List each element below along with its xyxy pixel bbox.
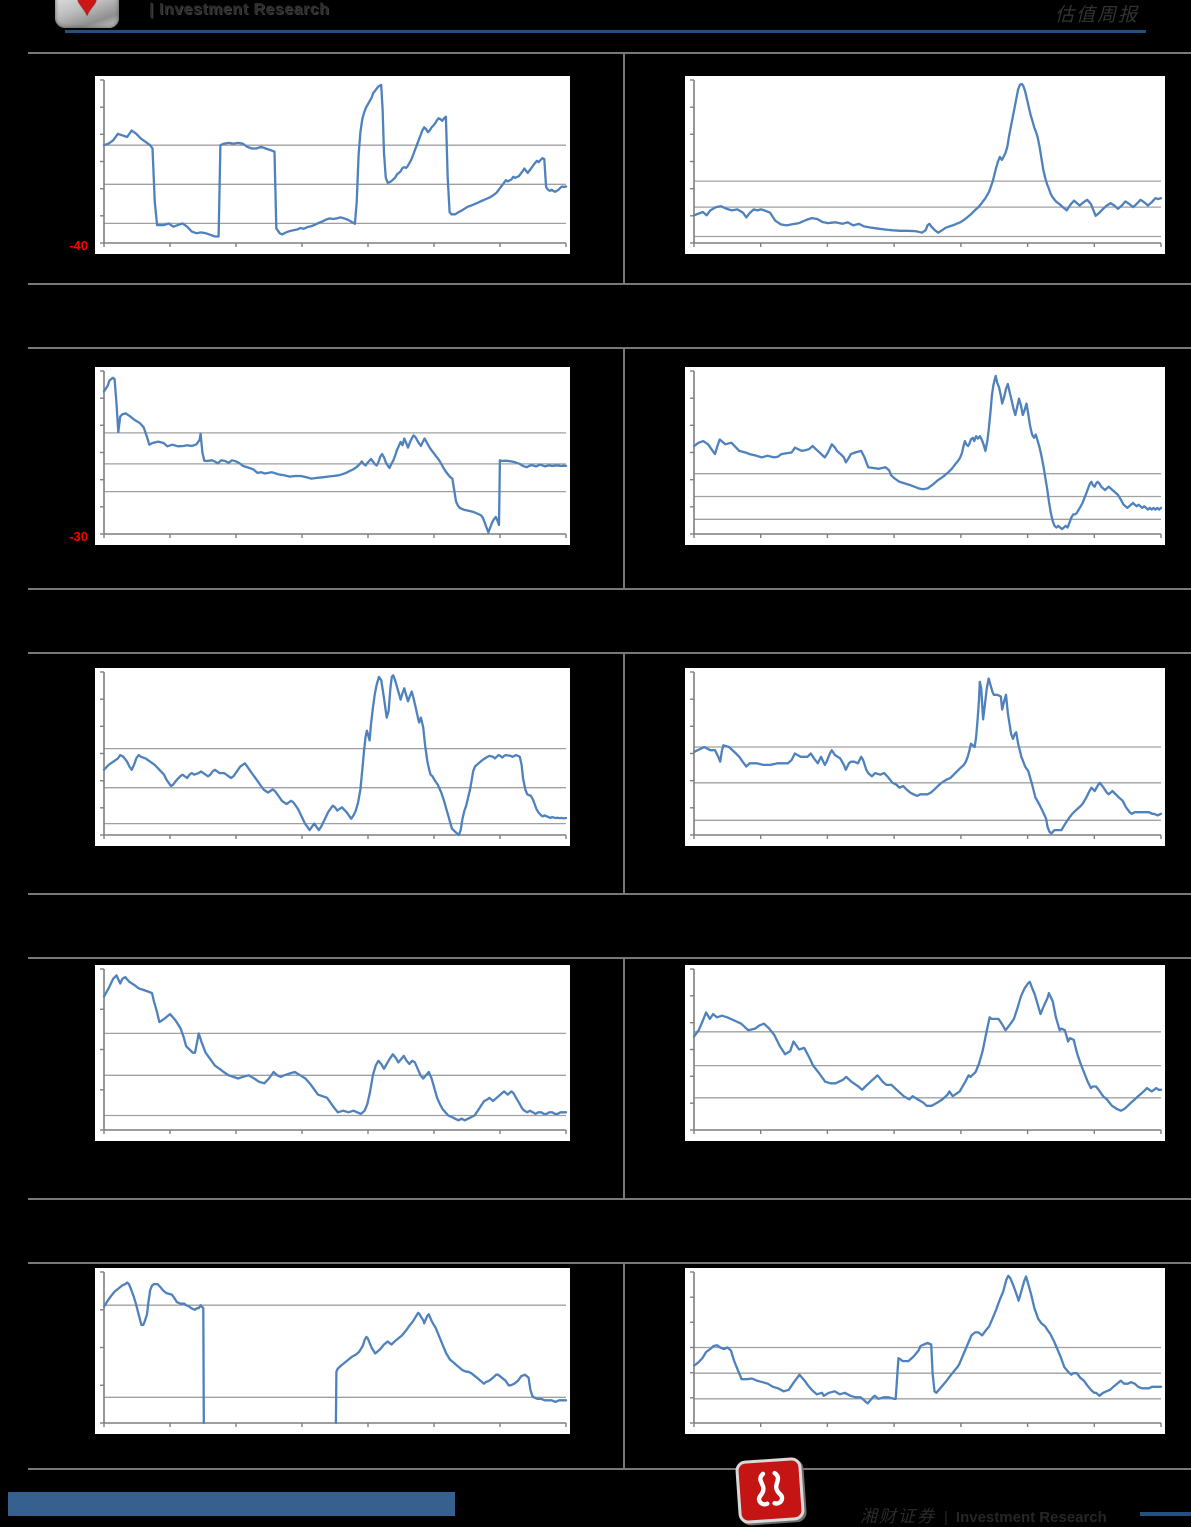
- footer-brand-divider: |: [944, 1509, 948, 1526]
- grid-rule: [28, 1262, 1191, 1264]
- chart-row4-right: [685, 965, 1165, 1141]
- chart-row1-left: [95, 76, 570, 254]
- grid-rule: [28, 347, 1191, 349]
- brand-seal-icon: [756, 1470, 785, 1506]
- chart-row5-right: [685, 1268, 1165, 1434]
- column-divider: [623, 349, 625, 588]
- chart-row1-right: [685, 76, 1165, 254]
- grid-rule: [28, 52, 1191, 54]
- column-divider: [623, 654, 625, 893]
- grid-rule: [28, 588, 1191, 590]
- footer-brand-text: 湘财证券 | Investment Research: [860, 1502, 1107, 1527]
- grid-rule: [28, 283, 1191, 285]
- grid-rule: [28, 893, 1191, 895]
- footer-brand-en: Investment Research: [955, 1509, 1107, 1526]
- footer-accent-bar: [8, 1492, 455, 1516]
- y-axis-min-label: -30: [69, 529, 88, 544]
- chart-row5-left: [95, 1268, 570, 1434]
- footer-brand-logo: [734, 1456, 806, 1525]
- footer-brand-cn: 湘财证券: [860, 1507, 936, 1526]
- column-divider: [623, 1264, 625, 1468]
- column-divider: [623, 959, 625, 1198]
- chart-title-band: [28, 285, 1191, 347]
- chart-row3-right: [685, 668, 1165, 846]
- chart-title-band: [28, 590, 1191, 652]
- page-title: 估值周报: [1054, 5, 1139, 26]
- chart-row2-left: [95, 367, 570, 545]
- header-accent-rule: [65, 30, 1146, 33]
- chart-row4-left: [95, 965, 570, 1141]
- chart-title-band: [28, 1200, 1191, 1262]
- grid-rule: [28, 1198, 1191, 1200]
- chart-row2-right: [685, 367, 1165, 545]
- chart-title-band: [28, 895, 1191, 957]
- grid-rule: [28, 652, 1191, 654]
- heart-icon: ♥: [75, 0, 99, 24]
- header-brand-text: | Investment Research: [149, 1, 330, 18]
- grid-rule: [28, 957, 1191, 959]
- footer-accent-rule: [1140, 1512, 1191, 1516]
- chart-row3-left: [95, 668, 570, 846]
- header-brand-logo: ♥: [55, 0, 119, 28]
- y-axis-min-label: -40: [69, 238, 88, 253]
- grid-rule: [28, 1468, 1191, 1470]
- column-divider: [623, 54, 625, 283]
